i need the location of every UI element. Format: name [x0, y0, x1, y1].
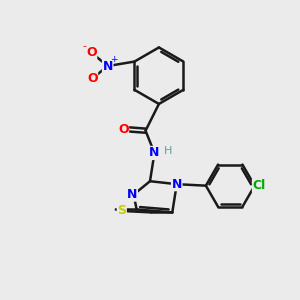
- Text: O: O: [118, 123, 129, 136]
- Text: N: N: [172, 178, 182, 191]
- Text: O: O: [87, 72, 98, 85]
- Text: O: O: [86, 46, 97, 59]
- Text: S: S: [117, 204, 126, 218]
- Text: N: N: [103, 59, 113, 73]
- Text: N: N: [149, 146, 160, 160]
- Text: H: H: [164, 146, 172, 157]
- Text: Cl: Cl: [253, 179, 266, 192]
- Text: +: +: [110, 55, 118, 64]
- Text: N: N: [127, 188, 137, 201]
- Text: -: -: [83, 41, 87, 51]
